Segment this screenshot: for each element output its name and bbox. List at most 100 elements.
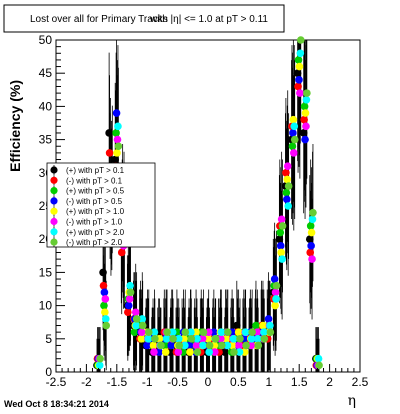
- x-tick-label: 1.5: [291, 375, 308, 389]
- data-point: [167, 341, 176, 350]
- data-point: [296, 36, 305, 44]
- y-tick-label: 35: [39, 133, 53, 147]
- data-point: [132, 321, 140, 330]
- legend-frame: [46, 162, 156, 248]
- data-point: [138, 321, 147, 330]
- data-point: [271, 301, 279, 310]
- legend-label: (+) with pT > 0.1: [66, 166, 125, 175]
- data-point: [234, 328, 243, 336]
- data-point: [252, 321, 260, 330]
- data-point: [224, 328, 232, 336]
- data-point: [126, 281, 134, 290]
- data-point: [254, 341, 263, 350]
- data-point: [149, 341, 158, 350]
- data-point: [157, 341, 165, 350]
- chart-title-box: Lost over all for Primary Tracks with |η…: [3, 4, 285, 33]
- data-point: [150, 328, 159, 336]
- data-point: [101, 315, 110, 323]
- data-point: [283, 195, 291, 204]
- data-point: [162, 335, 171, 343]
- y-tick-label: 40: [39, 99, 53, 113]
- data-point: [192, 341, 201, 350]
- legend-label: (+) with pT > 0.5: [66, 187, 125, 196]
- data-point: [174, 335, 183, 343]
- data-point: [96, 354, 104, 363]
- data-point: [230, 348, 238, 356]
- data-point: [131, 308, 140, 317]
- data-point: [181, 328, 190, 336]
- y-tick-label: 10: [39, 299, 53, 313]
- data-point: [309, 208, 317, 217]
- data-point: [301, 109, 310, 117]
- data-point: [235, 341, 243, 350]
- data-point: [266, 328, 275, 336]
- data-markers: [93, 36, 323, 370]
- data-point: [307, 242, 315, 250]
- y-tick-label: 50: [39, 33, 53, 47]
- x-axis-label: η: [348, 393, 356, 409]
- x-tick-label: 0.5: [230, 375, 247, 389]
- legend-label: (+) with pT > 2.0: [66, 228, 125, 237]
- y-tick-label: 0: [45, 365, 52, 379]
- data-point: [187, 335, 196, 343]
- data-point: [293, 69, 302, 77]
- data-point: [113, 149, 121, 157]
- data-point: [308, 255, 316, 263]
- y-tick-label: 15: [39, 265, 53, 279]
- data-point: [294, 82, 302, 91]
- data-point: [301, 135, 309, 144]
- x-tick-label: -2: [81, 375, 92, 389]
- data-point: [112, 109, 121, 117]
- data-point: [111, 155, 120, 164]
- data-point: [278, 255, 286, 263]
- data-point: [302, 95, 311, 104]
- data-point: [289, 129, 297, 137]
- data-point: [296, 89, 304, 97]
- x-tick-label: 2.5: [352, 375, 369, 389]
- data-point: [205, 348, 213, 356]
- data-point: [204, 335, 213, 343]
- data-point: [302, 122, 310, 131]
- data-point: [290, 135, 299, 144]
- data-point: [105, 129, 113, 137]
- data-point: [229, 335, 238, 343]
- data-point: [223, 341, 232, 350]
- data-point: [217, 341, 226, 350]
- data-point: [124, 301, 133, 310]
- data-point: [283, 162, 292, 170]
- data-point: [117, 248, 126, 257]
- data-point: [248, 328, 256, 336]
- data-point: [112, 129, 120, 137]
- legend-marker: [50, 217, 58, 226]
- data-point: [303, 89, 311, 97]
- data-point: [260, 328, 268, 336]
- data-point: [105, 149, 114, 157]
- data-point: [151, 335, 159, 343]
- y-tick-label: 5: [45, 332, 52, 346]
- data-point: [210, 348, 219, 356]
- data-point: [282, 188, 291, 197]
- data-point: [199, 341, 207, 350]
- data-point: [314, 354, 323, 363]
- data-point: [289, 115, 298, 124]
- data-point: [305, 235, 314, 243]
- chart-title-prefix: Lost over all for Primary Tracks: [30, 14, 168, 25]
- data-point: [266, 321, 274, 330]
- data-point: [100, 288, 109, 297]
- data-point: [114, 122, 122, 131]
- data-point: [99, 281, 108, 290]
- data-point: [253, 335, 262, 343]
- timestamp: Wed Oct 8 18:34:21 2014: [4, 399, 109, 409]
- legend-label: (-) with pT > 0.1: [66, 176, 123, 185]
- data-point: [278, 222, 287, 230]
- data-point: [276, 228, 285, 237]
- data-point: [144, 335, 153, 343]
- data-point: [198, 335, 207, 343]
- data-point: [284, 202, 292, 210]
- data-point: [150, 348, 158, 356]
- data-point: [299, 129, 308, 137]
- data-point: [161, 348, 170, 356]
- data-point: [272, 281, 281, 290]
- data-point: [315, 361, 323, 370]
- data-point: [124, 308, 132, 317]
